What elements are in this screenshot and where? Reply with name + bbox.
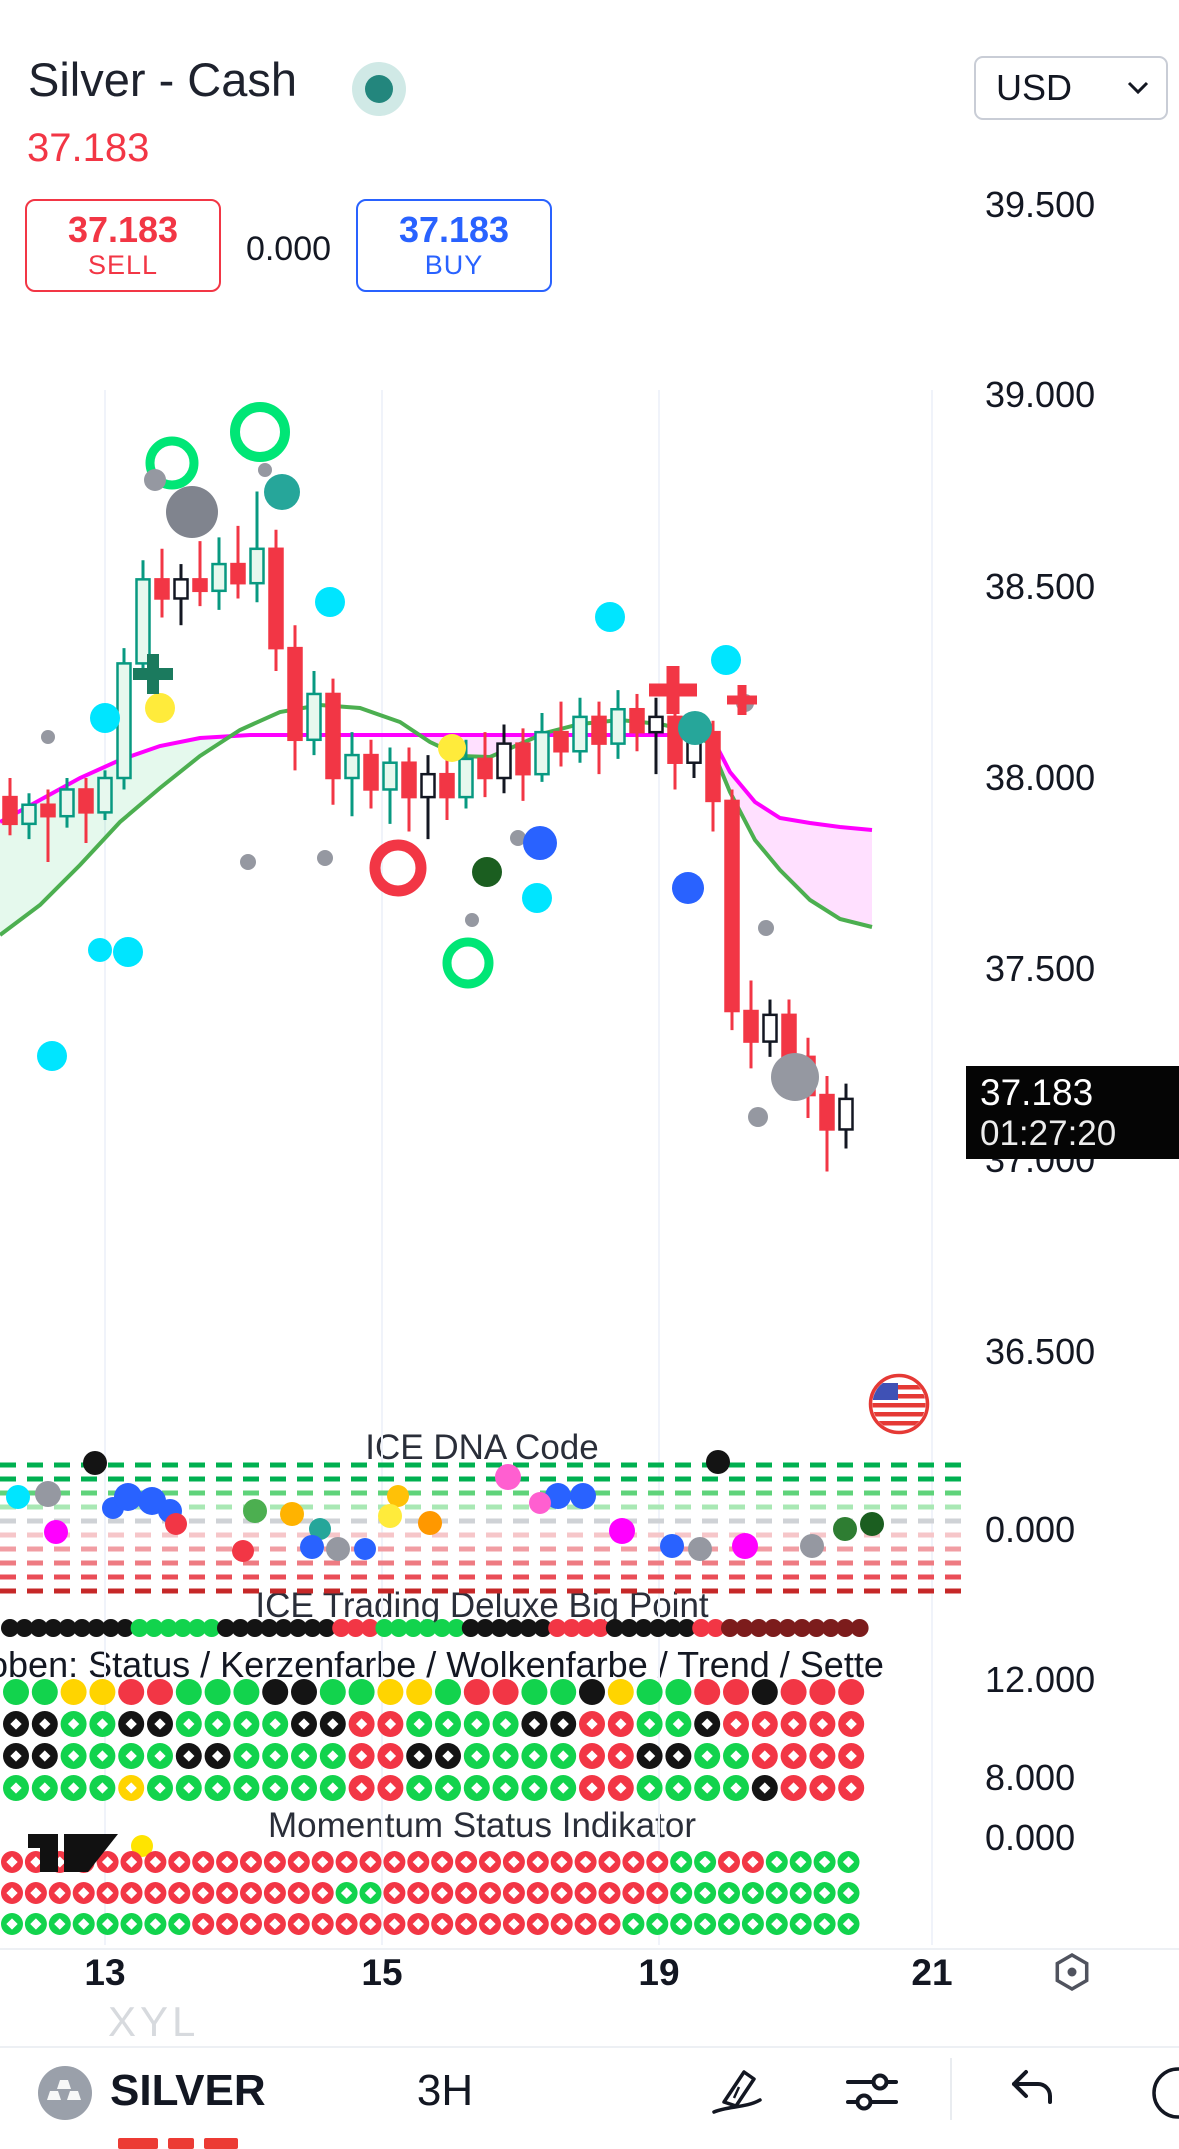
clipped-red-text [118, 2138, 158, 2149]
tag-price: 37.183 [980, 1072, 1094, 1113]
chevron-down-icon [1127, 81, 1149, 95]
market-status-core [365, 75, 393, 103]
price-axis-label: 0.000 [985, 1817, 1076, 1858]
price-axis-label: 39.500 [985, 184, 1096, 225]
sell-button[interactable]: 37.183 SELL [25, 199, 221, 292]
time-axis-label: 19 [638, 1952, 680, 1993]
bigpoint-subtitle: oben: Status / Kerzenfarbe / Wolkenfarbe… [0, 1644, 884, 1685]
draw-tool-icon[interactable] [706, 2060, 766, 2122]
buy-price: 37.183 [398, 209, 510, 251]
sell-price: 37.183 [67, 209, 179, 251]
us-flag-icon[interactable] [868, 1373, 930, 1435]
clipped-toolbar-icon[interactable] [1128, 2062, 1179, 2124]
bigpoint-subtitle-clip: oben: Status / Kerzenfarbe / Wolkenfarbe… [0, 1644, 976, 1686]
indicator-settings-icon[interactable] [842, 2062, 902, 2122]
symbol-button[interactable]: SILVER [110, 2066, 266, 2115]
clipped-red-text [168, 2138, 194, 2149]
symbol-watermark: XYL [108, 1998, 200, 2045]
last-price-tag: 37.183 01:27:20 [966, 1066, 1179, 1159]
bigpoint-panel[interactable] [0, 1605, 965, 1805]
buy-label: BUY [424, 249, 484, 280]
time-axis-label: 13 [84, 1952, 126, 1993]
clipped-red-text [204, 2138, 238, 2149]
symbol-title[interactable]: Silver - Cash [28, 53, 298, 106]
time-axis[interactable]: 13 15 19 21 [0, 1948, 1179, 1998]
interval-button[interactable]: 3H [416, 2066, 474, 2115]
axis-settings-icon[interactable] [1048, 1948, 1096, 1996]
time-axis-separator [0, 1948, 1179, 1950]
price-axis-label: 0.000 [985, 1509, 1076, 1550]
price-axis[interactable]: 39.500 39.000 38.500 38.000 37.500 37.000 36.5… [985, 0, 1179, 2000]
price-axis-label: 8.000 [985, 1757, 1076, 1798]
time-axis-label: 15 [361, 1952, 403, 1993]
silver-coin-icon[interactable] [36, 2064, 94, 2122]
dna-panel[interactable] [0, 1450, 965, 1600]
toolbar-divider [950, 2058, 952, 2120]
price-axis-label: 38.500 [985, 566, 1096, 607]
price-axis-label: 36.500 [985, 1331, 1096, 1372]
price-axis-label: 37.500 [985, 948, 1096, 989]
currency-value: USD [996, 67, 1073, 108]
undo-icon[interactable] [1002, 2062, 1058, 2118]
price-axis-label: 38.000 [985, 757, 1096, 798]
bigpoint-panel-title: ICE Trading Deluxe Big Point [255, 1586, 709, 1625]
last-price: 37.183 [27, 126, 150, 170]
tradingview-logo [28, 1834, 118, 1872]
market-status-dot [352, 62, 406, 116]
price-axis-label: 12.000 [985, 1659, 1096, 1700]
sell-label: SELL [87, 249, 159, 280]
dna-panel-title: ICE DNA Code [365, 1428, 599, 1467]
momentum-panel-title: Momentum Status Indikator [268, 1806, 696, 1845]
time-axis-label: 21 [911, 1952, 953, 1993]
price-axis-label: 39.000 [985, 374, 1096, 415]
tag-countdown: 01:27:20 [980, 1113, 1117, 1153]
buy-button[interactable]: 37.183 BUY [356, 199, 552, 292]
spread-value: 0.000 [245, 230, 332, 268]
currency-select[interactable]: USD [974, 56, 1168, 120]
toolbar-separator [0, 2046, 1179, 2048]
